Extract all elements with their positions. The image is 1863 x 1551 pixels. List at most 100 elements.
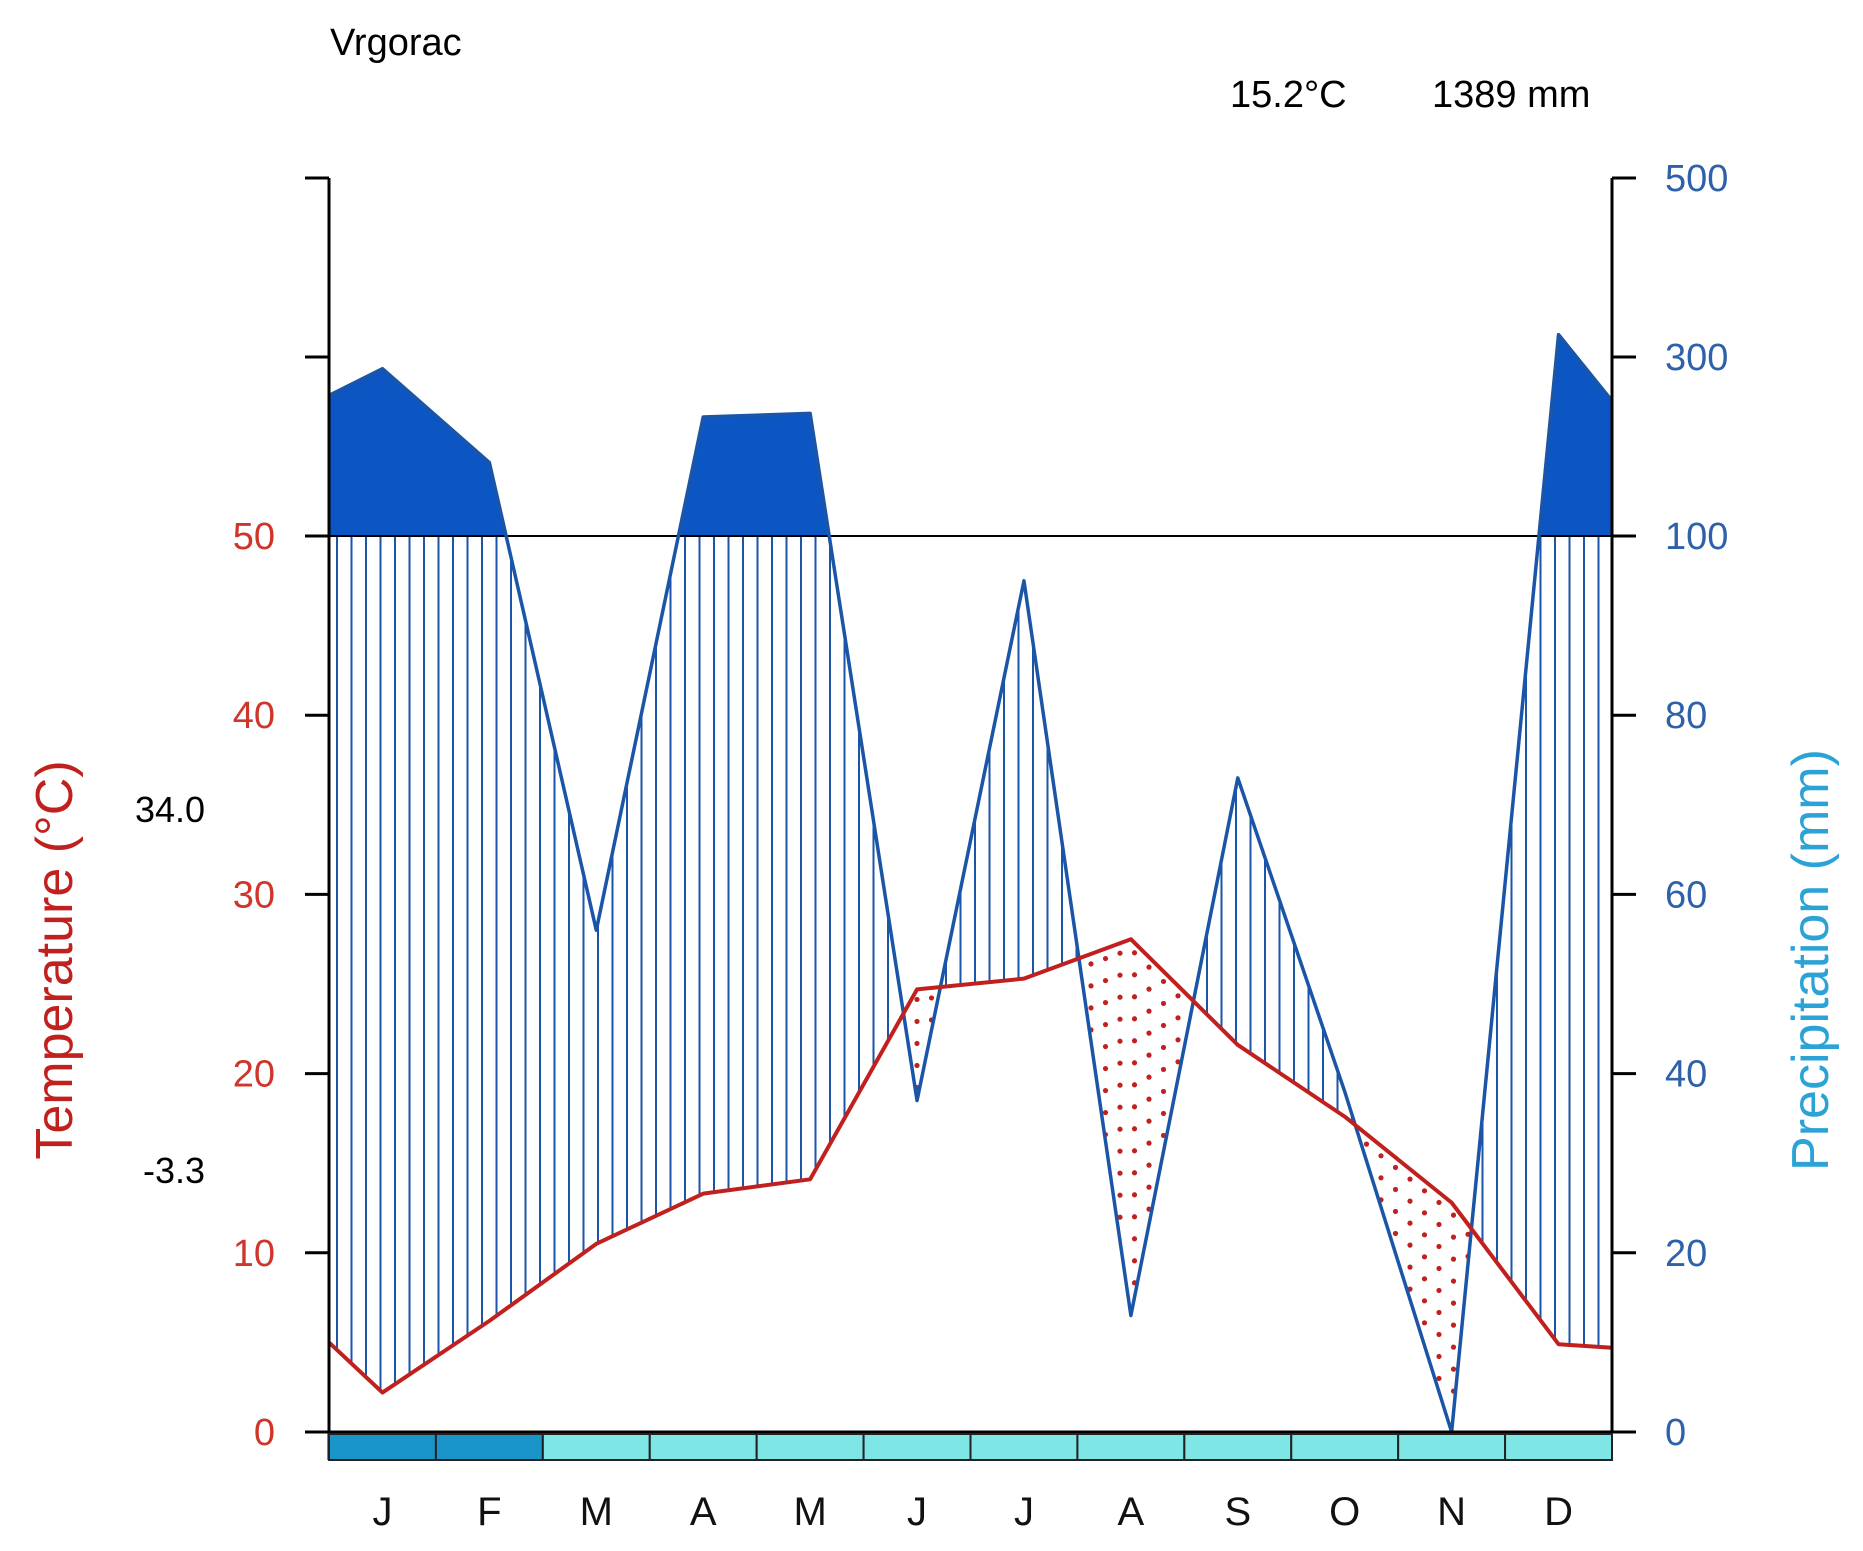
precip-tick-label: 300 <box>1665 337 1728 379</box>
dry-season-dot <box>1436 1199 1442 1206</box>
dry-season-dot <box>1421 1320 1428 1326</box>
dry-season-dot <box>1160 1000 1167 1007</box>
precipitation-line <box>328 332 1614 1434</box>
dry-season-dot <box>1102 955 1109 962</box>
dry-season-dot <box>1407 1242 1413 1248</box>
dry-season-dot <box>1117 1126 1123 1132</box>
absolute-max-temperature: 34.0 <box>135 789 205 830</box>
dry-season-dot <box>1407 1176 1413 1182</box>
frost-bar-possible <box>862 1433 972 1461</box>
temperature-axis-label: Temperature (°C) <box>26 760 84 1159</box>
dry-season-dot <box>914 1040 920 1047</box>
dry-season-dot <box>1117 1016 1123 1022</box>
dry-season-dot <box>1146 1118 1152 1124</box>
frost-bar-possible <box>648 1433 758 1461</box>
dry-season-dot <box>1146 1008 1152 1014</box>
dry-season-dot <box>1160 1022 1167 1029</box>
month-label: D <box>1544 1490 1573 1534</box>
dry-season-dot <box>1146 1030 1152 1036</box>
dry-season-dot <box>1436 1309 1442 1316</box>
dry-season-dot <box>1146 1096 1152 1102</box>
dry-season-dot <box>1117 1060 1123 1066</box>
frost-bar-possible <box>1290 1433 1400 1461</box>
dry-season-dot <box>1160 1044 1167 1051</box>
humid-season-hatching <box>336 536 1600 1391</box>
dry-season-dot <box>1117 950 1123 956</box>
dry-season-dot <box>1421 1254 1428 1260</box>
dry-season-dot <box>1131 1170 1138 1176</box>
dry-season-dot <box>1117 1104 1123 1110</box>
frost-bar-probable <box>434 1433 544 1461</box>
dry-season-dot <box>1117 1148 1123 1154</box>
dry-season-dot <box>1392 1230 1399 1237</box>
dry-season-dot <box>1117 1214 1123 1220</box>
dry-season-dot <box>1131 950 1138 956</box>
dry-season-dot <box>1175 1037 1181 1043</box>
month-label: O <box>1329 1490 1360 1534</box>
month-label: A <box>690 1490 717 1534</box>
dry-season-dot <box>1450 1344 1457 1350</box>
dry-season-dot <box>1450 1234 1457 1240</box>
annual-precipitation: 1389 mm <box>1432 74 1590 116</box>
dry-season-dots <box>914 950 1471 1394</box>
axes <box>305 176 1636 1460</box>
dry-season-dot <box>1131 1148 1138 1154</box>
dry-season-dot <box>1436 1287 1442 1294</box>
dry-season-dot <box>1421 1210 1428 1216</box>
dry-season-dot <box>1160 1110 1167 1117</box>
frost-bar-possible <box>1183 1433 1293 1461</box>
dry-season-dot <box>1131 1126 1138 1132</box>
dry-season-dot <box>1175 1015 1181 1021</box>
precip-tick-label: 500 <box>1665 158 1728 200</box>
dry-season-dot <box>928 995 935 1001</box>
month-label: A <box>1118 1490 1145 1534</box>
dry-season-dot <box>1102 1043 1109 1050</box>
month-label: N <box>1437 1490 1466 1534</box>
dry-season-dot <box>1131 1192 1138 1198</box>
absolute-min-temperature: -3.3 <box>143 1150 205 1191</box>
excess-precipitation-fill <box>329 335 1612 536</box>
dry-season-dot <box>1407 1264 1413 1270</box>
dry-season-dot <box>1088 961 1094 967</box>
frost-bar-possible <box>755 1433 865 1461</box>
dry-season-dot <box>1117 1082 1123 1088</box>
temp-tick-label: 50 <box>233 516 275 558</box>
dry-season-dot <box>1088 1005 1094 1011</box>
station-name: Vrgorac <box>330 22 462 64</box>
dry-season-dot <box>1146 1074 1152 1080</box>
dry-season-dot <box>1131 1016 1138 1022</box>
dry-season-dot <box>1146 1052 1152 1058</box>
chart-text: Vrgorac 15.2°C 1389 mm 34.0 -3.3 Tempera… <box>26 22 1840 1191</box>
precip-tick-label: 100 <box>1665 516 1728 558</box>
dry-season-dot <box>1160 1088 1167 1095</box>
month-label: J <box>907 1490 927 1534</box>
dry-season-dot <box>1117 972 1123 978</box>
dry-season-dot <box>1131 994 1138 1000</box>
dry-season-dot <box>1436 1221 1442 1228</box>
dry-season-dot <box>914 1018 920 1025</box>
dry-season-dot <box>1131 972 1138 978</box>
dry-season-dot <box>1450 1300 1457 1306</box>
dry-season-dot <box>1421 1232 1428 1238</box>
dry-season-dot <box>1102 1109 1109 1116</box>
precip-tick-label: 80 <box>1665 695 1707 737</box>
dry-season-dot <box>1117 1038 1123 1044</box>
dry-season-dot <box>1160 978 1167 985</box>
dry-season-dot <box>1146 1162 1152 1168</box>
dry-season-dot <box>1102 999 1109 1006</box>
dry-season-dot <box>1131 1258 1138 1264</box>
dry-season-dot <box>1102 1087 1109 1094</box>
precipitation-axis-label: Precipitation (mm) <box>1782 749 1840 1171</box>
dry-season-dot <box>1436 1353 1442 1360</box>
dry-season-dot <box>1146 986 1152 992</box>
frost-bar-possible <box>1076 1433 1186 1461</box>
dry-season-dot <box>1436 1243 1442 1250</box>
frost-bar-possible <box>1397 1433 1507 1461</box>
month-label: J <box>1014 1490 1034 1534</box>
dry-season-dot <box>1131 1236 1138 1242</box>
dry-season-dot <box>1102 977 1109 984</box>
dry-season-dot <box>1436 1331 1442 1338</box>
temp-tick-label: 30 <box>233 874 275 916</box>
precip-tick-label: 20 <box>1665 1233 1707 1275</box>
